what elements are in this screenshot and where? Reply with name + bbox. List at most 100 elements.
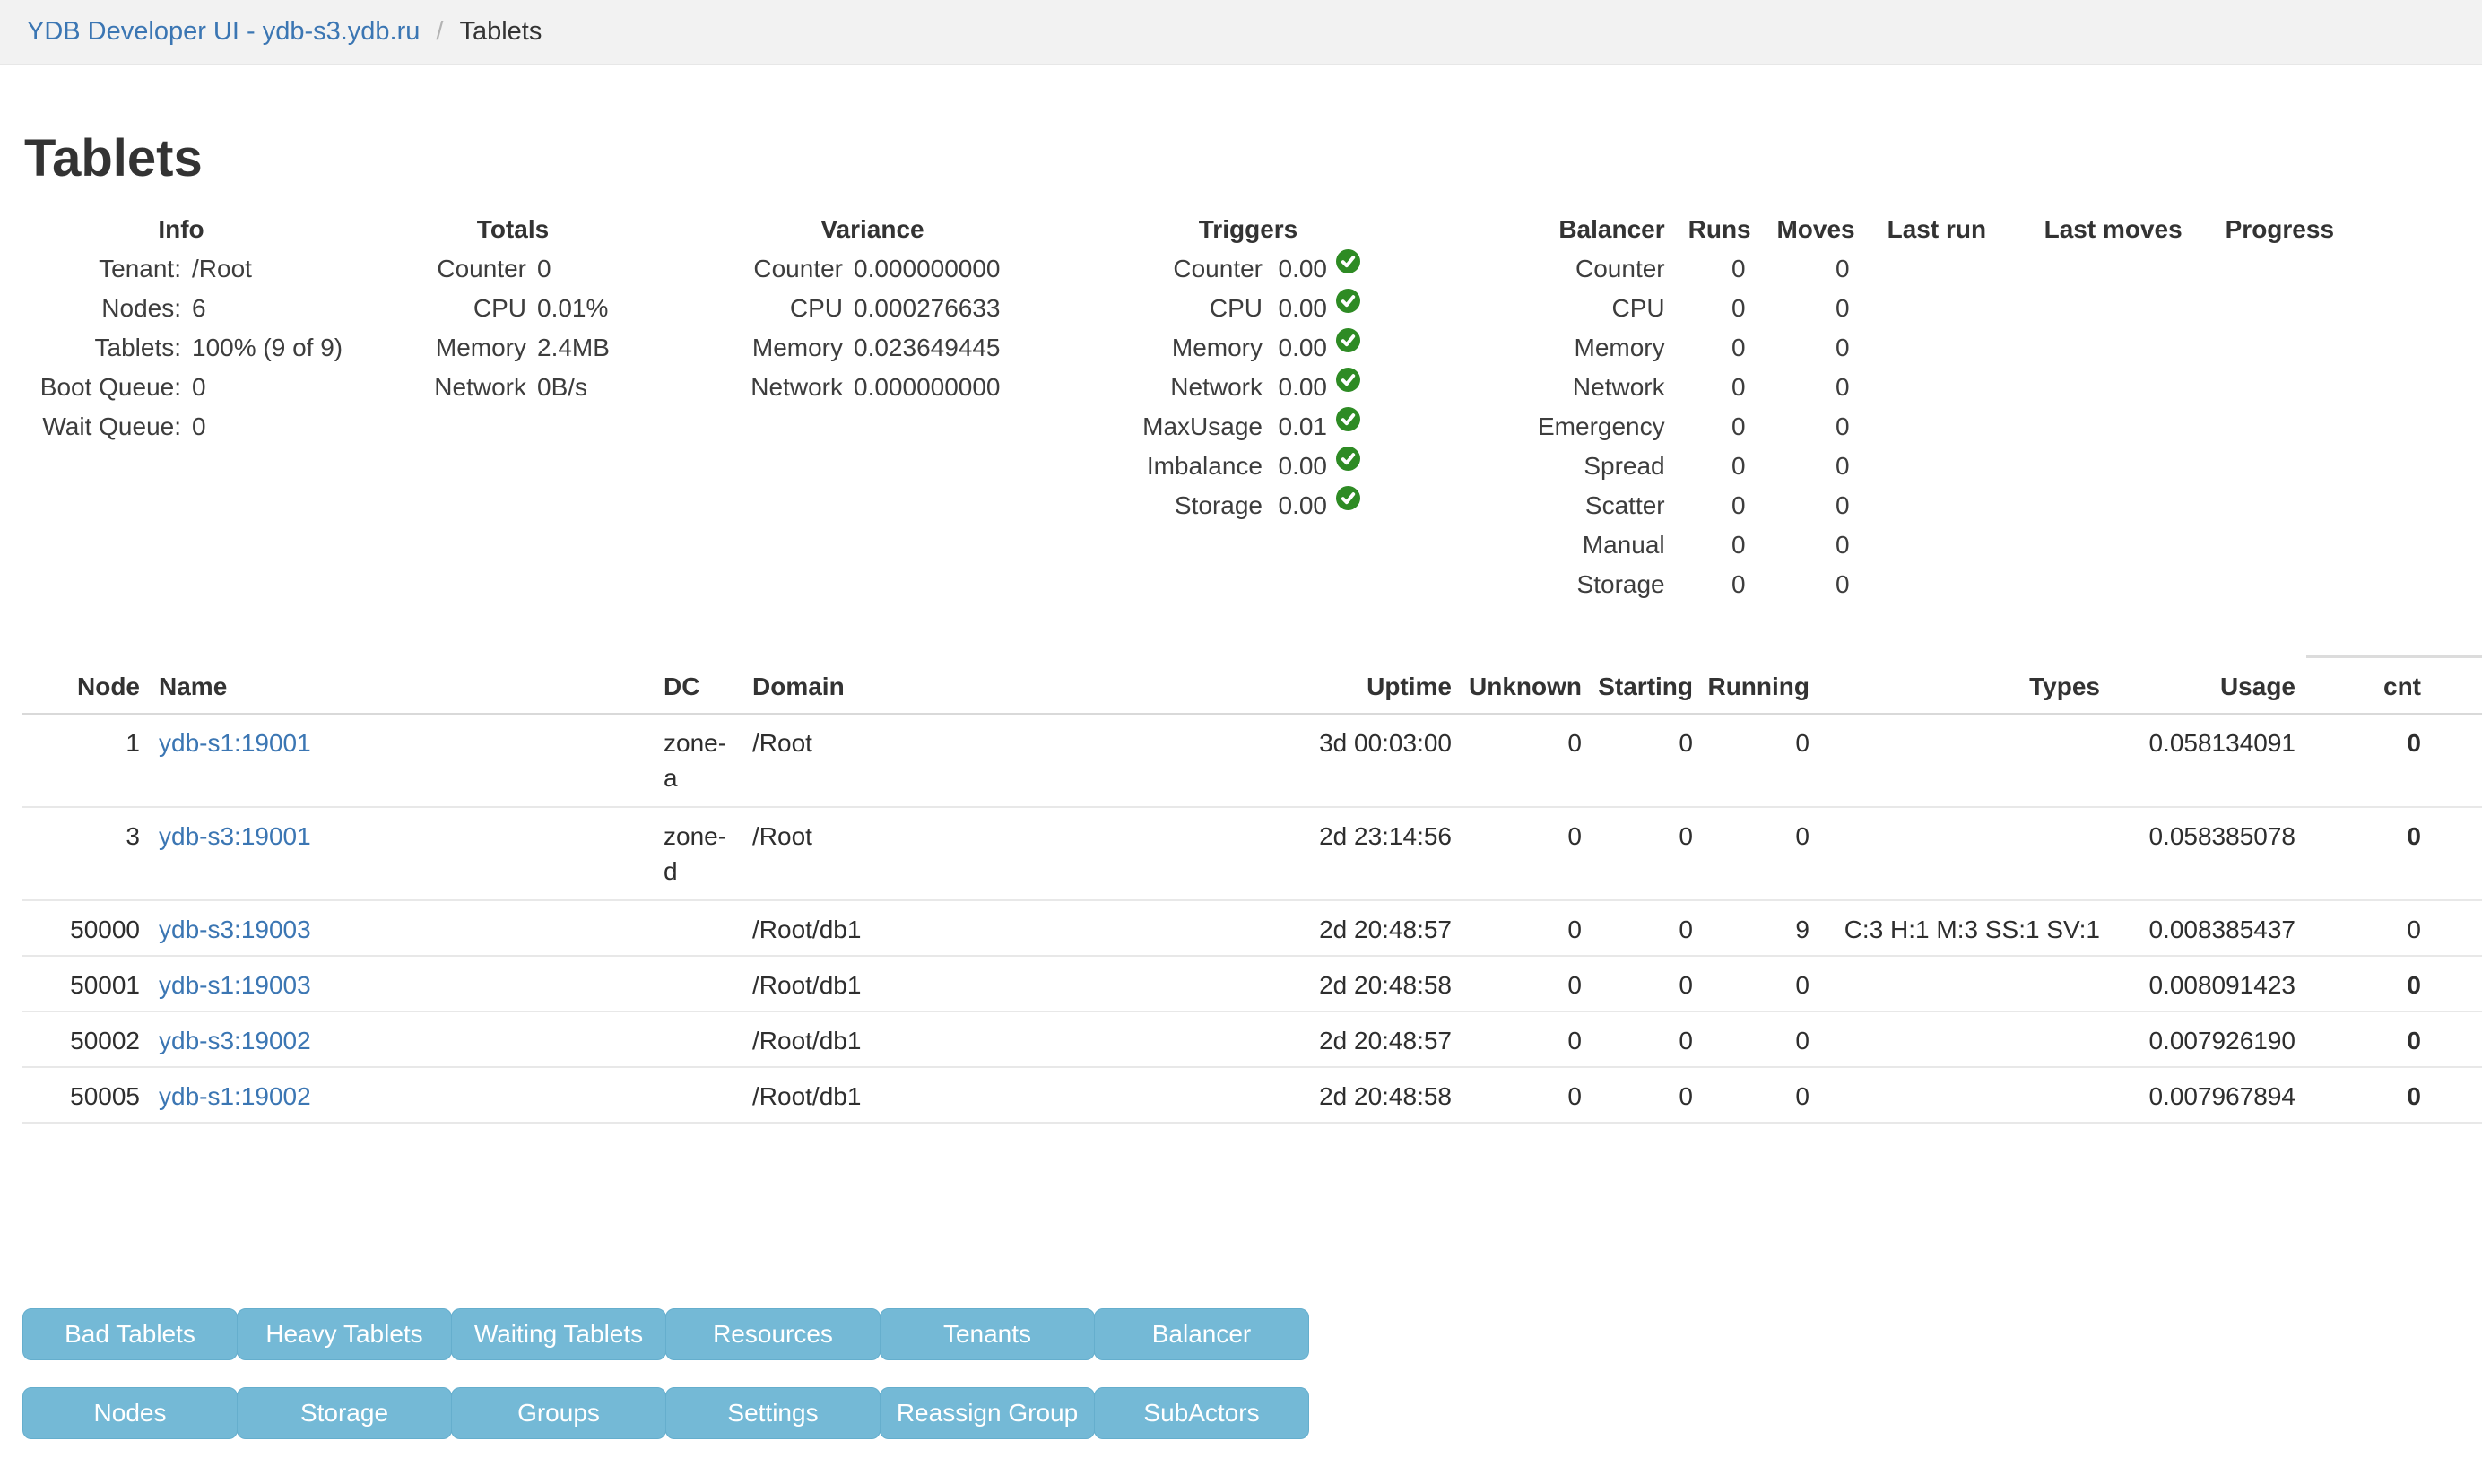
domain-header: Domain [752,673,845,700]
triggers-row-cpu: CPU 0.00 [1130,289,1367,328]
tablet-views-button-bar: Bad Tablets Heavy Tablets Waiting Tablet… [22,1308,1309,1360]
groups-button[interactable]: Groups [451,1387,666,1439]
info-row-tenant: Tenant:/Root [99,255,252,282]
triggers-row-memory: Memory 0.00 [1130,328,1367,368]
heavy-tablets-button[interactable]: Heavy Tablets [237,1308,452,1360]
cnt-value: 0 [2407,822,2421,850]
bad-tablets-button[interactable]: Bad Tablets [22,1308,238,1360]
balancer-row-manual: Manual 0 0 [1582,531,1850,559]
cnt-value: 0 [2407,729,2421,757]
last-moves-header: Last moves [2044,215,2183,243]
balancer-row-cpu: CPU 0 0 [1611,294,1850,322]
check-circle-icon [1336,486,1360,510]
check-circle-icon [1336,289,1360,313]
admin-views-button-bar: Nodes Storage Groups Settings Reassign G… [22,1387,1309,1439]
running-header: Running [1707,673,1809,700]
info-row-tablets: Tablets: 100% (9 of 9) [94,334,343,361]
totals-row-memory: Memory 2.4MB [435,334,610,361]
check-circle-icon [1336,407,1360,431]
cnt-value: 0 [2407,916,2421,943]
cnt-value: 0 [2407,971,2421,999]
uptime-header: Uptime [1367,673,1452,700]
info-header: Info [158,215,204,243]
cnt-header: cnt [2383,673,2421,700]
balancer-row-emergency: Emergency 0 0 [1538,412,1850,440]
balancer-table: Balancer Runs Moves Last run Last moves … [1538,210,2369,604]
table-row: 3 ydb-s3:19001 zone-d /Root 2d 23:14:56 … [22,807,2482,900]
node-header: Node [77,673,140,700]
table-row: 1 ydb-s1:19001 zone-a /Root 3d 00:03:00 … [22,714,2482,807]
variance-row-counter: Counter 0.000000000 [753,255,1001,282]
triggers-row-counter: Counter 0.00 [1130,249,1367,289]
info-panel: Info Tenant:/Root Nodes: 6 Tablets: 100% (… [27,210,343,447]
moves-header: Moves [1776,215,1855,243]
check-circle-icon [1336,328,1360,352]
table-row: 50001 ydb-s1:19003 /Root/db1 2d 20:48:58… [22,956,2482,1011]
starting-header: Starting [1598,673,1693,700]
storage-button[interactable]: Storage [237,1387,452,1439]
totals-header: Totals [476,215,550,243]
variance-row-network: Network 0.000000000 [751,373,1001,401]
triggers-row-maxusage: MaxUsage 0.01 [1130,407,1367,447]
table-row: 50002 ydb-s3:19002 /Root/db1 2d 20:48:57… [22,1011,2482,1067]
variance-row-cpu: CPU 0.000276633 [789,294,1001,322]
info-row-boot-queue: Boot Queue: 0 [39,373,206,401]
progress-header: Progress [2225,215,2335,243]
variance-panel: Variance Counter 0.000000000 CPU 0.0002766… [735,210,1010,407]
settings-button[interactable]: Settings [665,1387,881,1439]
balancer-header: Balancer [1558,215,1665,243]
totals-panel: Totals Counter 0 CPU 0.01% Memory 2.4MB Net… [430,210,610,407]
triggers-row-network: Network 0.00 [1130,368,1367,407]
tablets-table-header-row: Node Name DC Domain Uptime Unknown Start… [22,661,2482,714]
tenants-button[interactable]: Tenants [880,1308,1095,1360]
balancer-row-network: Network 0 0 [1572,373,1850,401]
dc-header: DC [664,673,700,700]
usage-header: Usage [2219,673,2295,700]
table-row: 50005 ydb-s1:19002 /Root/db1 2d 20:48:58… [22,1067,2482,1123]
breadcrumb: YDB Developer UI - ydb-s3.ydb.ru / Table… [0,0,2482,65]
name-header: Name [159,673,228,700]
totals-row-network: Network 0B/s [434,373,588,401]
nodes-button[interactable]: Nodes [22,1387,238,1439]
totals-row-cpu: CPU 0.01% [473,294,609,322]
node-link[interactable]: ydb-s3:19003 [159,916,311,943]
breadcrumb-root-link[interactable]: YDB Developer UI - ydb-s3.ydb.ru [27,17,421,46]
triggers-row-imbalance: Imbalance 0.00 [1130,447,1367,486]
breadcrumb-separator: / [436,17,444,46]
balancer-button[interactable]: Balancer [1094,1308,1309,1360]
triggers-panel: Triggers Counter 0.00 CPU 0.00 Memory 0.00 … [1130,210,1367,525]
node-link[interactable]: ydb-s3:19002 [159,1027,311,1054]
resources-button[interactable]: Resources [665,1308,881,1360]
node-link[interactable]: ydb-s1:19003 [159,971,311,999]
runs-header: Runs [1688,215,1751,243]
info-row-nodes: Nodes: 6 [101,294,206,322]
balancer-row-counter: Counter 0 0 [1575,255,1850,282]
table-row: 50000 ydb-s3:19003 /Root/db1 2d 20:48:57… [22,900,2482,956]
breadcrumb-current: Tablets [459,17,542,46]
cnt-column-top-divider [2306,655,2482,658]
triggers-row-storage: Storage 0.00 [1130,486,1367,525]
types-header: Types [2029,673,2100,700]
balancer-row-storage: Storage 0 0 [1576,570,1850,598]
balancer-row-spread: Spread 0 0 [1584,452,1850,480]
check-circle-icon [1336,249,1360,273]
node-link[interactable]: ydb-s1:19001 [159,729,311,757]
tablets-table: Node Name DC Domain Uptime Unknown Start… [22,661,2482,1124]
check-circle-icon [1336,447,1360,471]
node-link[interactable]: ydb-s1:19002 [159,1082,311,1110]
balancer-row-memory: Memory 0 0 [1574,334,1850,361]
balancer-row-scatter: Scatter 0 0 [1584,491,1850,519]
subactors-button[interactable]: SubActors [1094,1387,1309,1439]
info-row-wait-queue: Wait Queue: 0 [42,412,206,440]
reassign-group-button[interactable]: Reassign Group [880,1387,1095,1439]
cnt-value: 0 [2407,1082,2421,1110]
unknown-header: Unknown [1469,673,1582,700]
node-link[interactable]: ydb-s3:19001 [159,822,311,850]
variance-row-memory: Memory 0.023649445 [751,334,1001,361]
waiting-tablets-button[interactable]: Waiting Tablets [451,1308,666,1360]
triggers-header: Triggers [1198,215,1298,243]
totals-row-counter: Counter 0 [437,255,551,282]
page-title: Tablets [24,129,203,187]
cnt-value: 0 [2407,1027,2421,1054]
last-run-header: Last run [1887,215,1987,243]
